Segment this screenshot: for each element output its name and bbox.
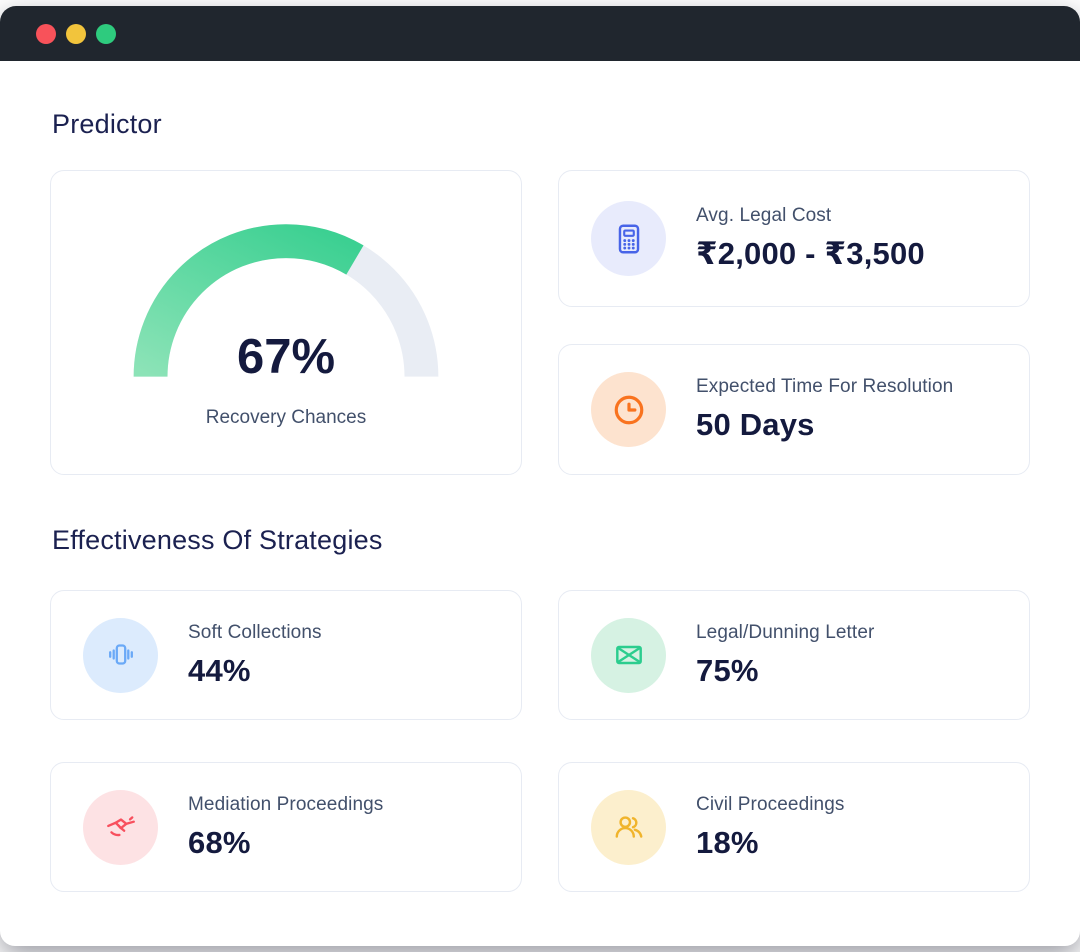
close-button[interactable] xyxy=(36,23,56,44)
metric-value: 50 Days xyxy=(696,407,815,442)
calculator-icon xyxy=(591,201,666,276)
metric-label: Expected Time For Resolution xyxy=(696,376,954,397)
gauge-value: 67% xyxy=(236,330,336,384)
strategy-card-dunning-letter: Legal/Dunning Letter 75% xyxy=(558,590,1030,720)
zoom-button[interactable] xyxy=(96,23,116,44)
predictor-heading: Predictor xyxy=(52,109,162,139)
app-window: Predictor 67% Recovery Chances xyxy=(0,6,1080,946)
phone-vibrate-icon xyxy=(83,617,158,693)
strategy-value: 75% xyxy=(696,652,759,688)
metric-label: Avg. Legal Cost xyxy=(696,205,832,226)
strategy-label: Mediation Proceedings xyxy=(188,793,384,815)
metric-card-legal-cost: Avg. Legal Cost ₹2,000 - ₹3,500 xyxy=(558,170,1030,307)
strategy-label: Legal/Dunning Letter xyxy=(696,621,875,643)
strategy-label: Soft Collections xyxy=(188,621,322,643)
handshake-icon xyxy=(83,789,158,865)
minimize-button[interactable] xyxy=(66,23,86,44)
clock-icon xyxy=(591,372,666,447)
metric-cards-column: Avg. Legal Cost ₹2,000 - ₹3,500 Expected… xyxy=(558,170,1030,475)
strategy-label: Civil Proceedings xyxy=(696,793,845,815)
gauge-caption: Recovery Chances xyxy=(205,407,367,428)
strategy-value: 18% xyxy=(696,824,759,860)
predictor-section: 67% Recovery Chances xyxy=(50,170,1030,475)
strategies-section: Soft Collections 44% Legal/Dunning Lette… xyxy=(50,590,1030,892)
envelope-icon xyxy=(591,617,666,693)
recovery-gauge-card: 67% Recovery Chances xyxy=(50,170,522,475)
strategy-card-civil: Civil Proceedings 18% xyxy=(558,762,1030,892)
metric-value: ₹2,000 - ₹3,500 xyxy=(696,236,925,271)
strategy-value: 44% xyxy=(188,652,251,688)
gauge-value-arc xyxy=(133,224,439,377)
strategy-card-soft-collections: Soft Collections 44% xyxy=(50,590,522,720)
strategy-card-mediation: Mediation Proceedings 68% xyxy=(50,762,522,892)
window-titlebar xyxy=(0,6,1080,61)
strategy-value: 68% xyxy=(188,824,251,860)
people-icon xyxy=(591,789,666,865)
strategies-heading: Effectiveness Of Strategies xyxy=(52,525,383,555)
metric-card-resolution-time: Expected Time For Resolution 50 Days xyxy=(558,344,1030,475)
recovery-gauge-chart xyxy=(133,224,439,377)
main-content: Predictor 67% Recovery Chances xyxy=(0,109,1080,892)
